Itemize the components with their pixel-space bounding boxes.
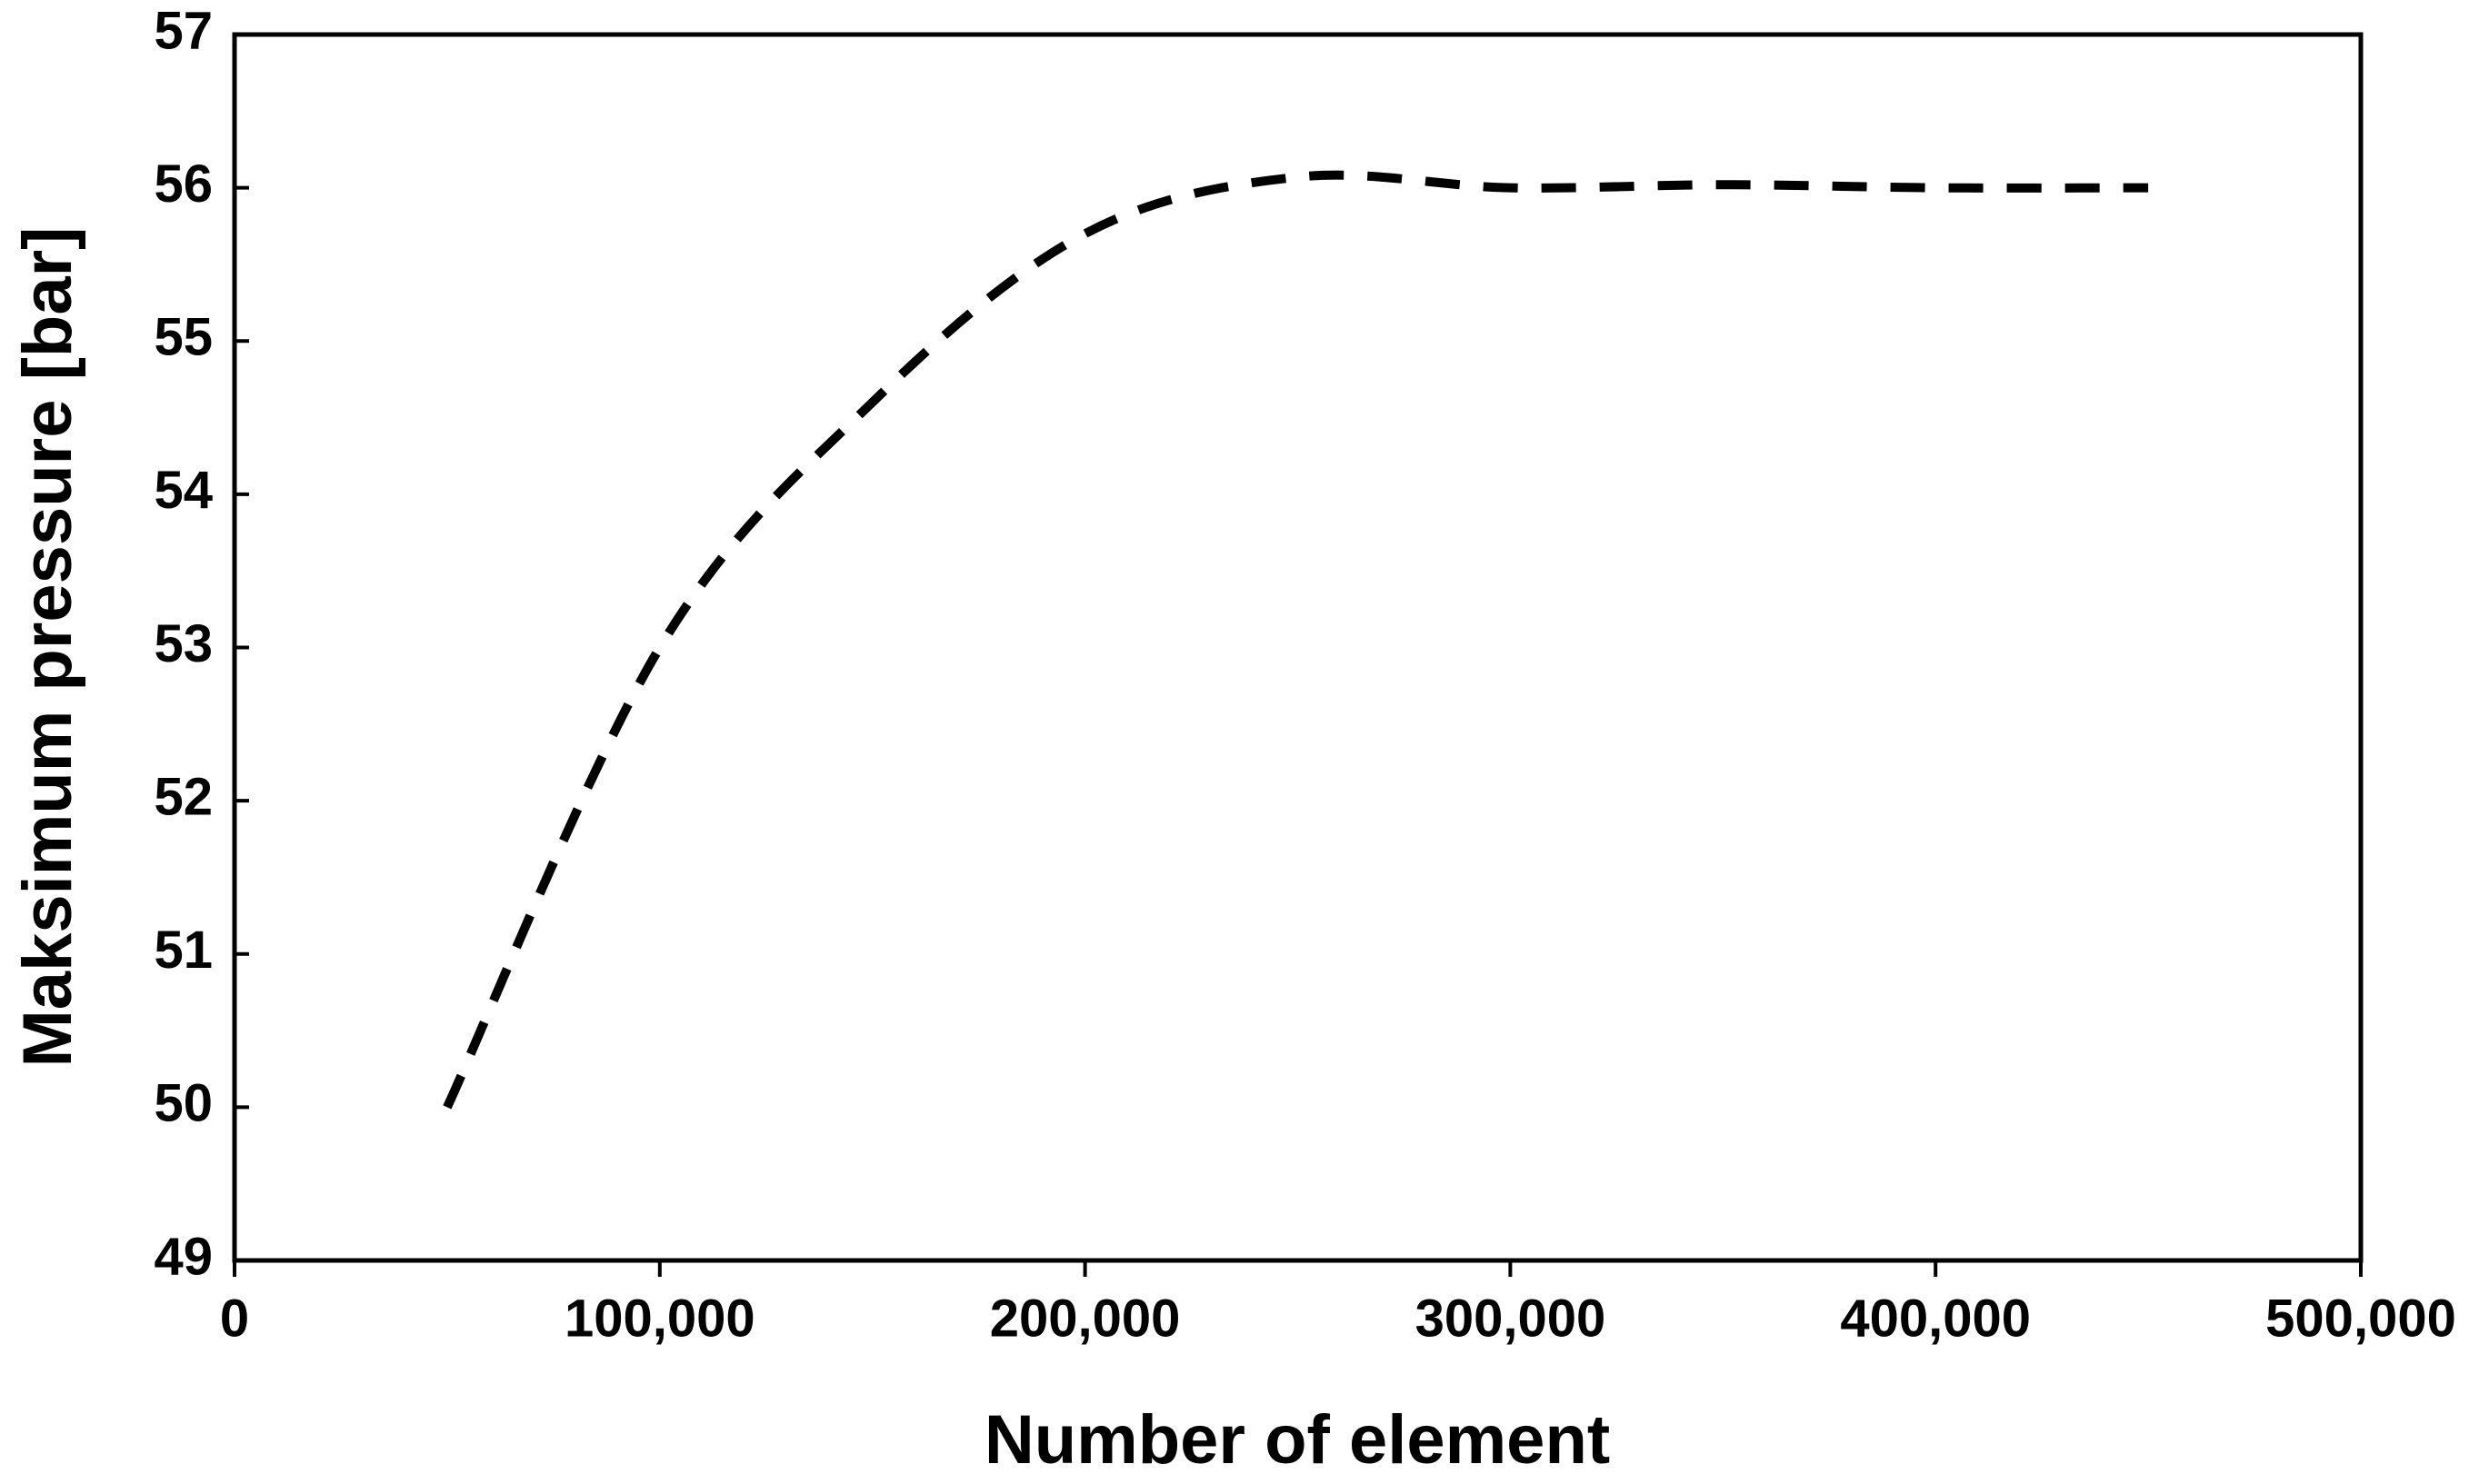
y-tick-label: 53 (154, 614, 213, 673)
y-tick-label: 56 (154, 154, 213, 214)
x-tick-label: 300,000 (1415, 1289, 1606, 1348)
y-tick-label: 52 (154, 767, 213, 826)
y-tick-label: 51 (154, 921, 213, 980)
x-tick-label: 500,000 (2265, 1289, 2456, 1348)
y-tick-label: 50 (154, 1074, 213, 1133)
x-axis-title: Number of element (985, 1401, 1610, 1479)
y-tick-label: 57 (154, 1, 213, 60)
x-tick-label: 200,000 (990, 1289, 1181, 1348)
line-series (443, 170, 2149, 1110)
y-tick-label: 49 (154, 1227, 213, 1286)
y-axis-title: Maksimum pressure [bar] (9, 227, 86, 1068)
y-tick-label: 54 (154, 461, 213, 520)
y-tick-label: 55 (154, 308, 213, 367)
x-tick-label: 400,000 (1840, 1289, 2031, 1348)
x-tick-label: 0 (220, 1289, 249, 1348)
x-tick-label: 100,000 (565, 1289, 755, 1348)
plot-frame (232, 32, 2364, 1263)
